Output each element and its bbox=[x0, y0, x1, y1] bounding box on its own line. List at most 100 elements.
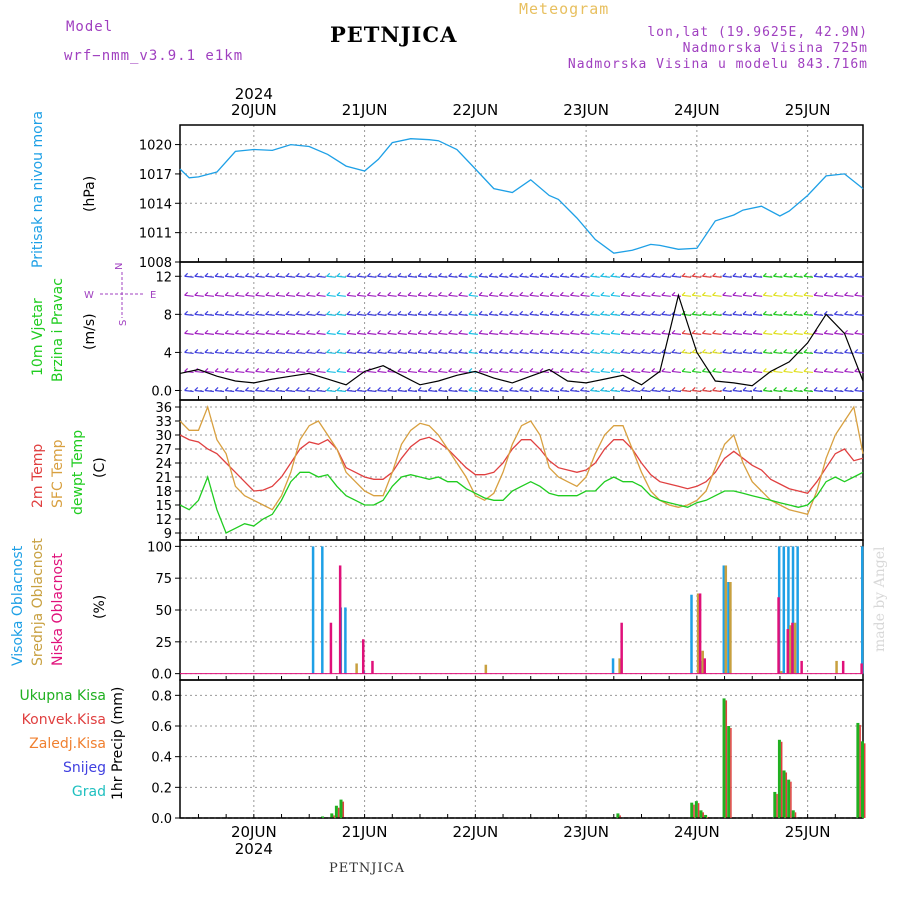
wind-arrow-head bbox=[498, 348, 503, 353]
wind-arrow bbox=[326, 370, 336, 374]
ytick-label-2-6: 27 bbox=[155, 443, 172, 458]
precip-bar-10 bbox=[727, 726, 731, 818]
wind-arrow bbox=[418, 370, 428, 374]
wind-arrow bbox=[194, 389, 204, 393]
altitude: Nadmorska Visina 725m bbox=[682, 41, 868, 56]
wind-arrow-head bbox=[509, 387, 513, 391]
wind-arrow bbox=[397, 332, 407, 335]
wind-arrow bbox=[621, 294, 631, 297]
wind-arrow-head bbox=[265, 310, 270, 315]
wind-arrow bbox=[844, 275, 854, 278]
wind-arrow-head bbox=[569, 368, 574, 372]
wind-arrow bbox=[631, 294, 641, 297]
wind-arrow bbox=[722, 275, 732, 278]
wind-arrow bbox=[336, 389, 346, 393]
wind-arrow bbox=[296, 351, 306, 355]
wind-arrow bbox=[722, 294, 732, 297]
wind-arrow-head bbox=[722, 272, 727, 277]
legend-zaledj: Zaledj.Kisa bbox=[29, 736, 106, 752]
precip-conv-bar-14 bbox=[790, 781, 792, 818]
wind-arrow bbox=[641, 332, 651, 335]
wind-arrow bbox=[661, 389, 671, 393]
wind-arrow bbox=[326, 389, 336, 393]
wind-arrow-head bbox=[498, 291, 503, 296]
wind-arrow bbox=[397, 275, 407, 278]
wind-arrow-head bbox=[458, 329, 463, 334]
wind-arrow-head bbox=[387, 387, 392, 391]
wind-arrow-head bbox=[610, 291, 615, 296]
wind-arrow-head bbox=[346, 310, 351, 315]
wind-arrow bbox=[275, 332, 286, 335]
wind-arrow-head bbox=[265, 348, 270, 353]
wind-arrow-head bbox=[844, 387, 848, 391]
wind-arrow-head bbox=[854, 348, 859, 353]
wind-arrow bbox=[803, 332, 813, 335]
wind-arrow-head bbox=[255, 329, 260, 334]
wind-arrow-head bbox=[732, 368, 737, 372]
wind-arrow-head bbox=[671, 291, 676, 296]
wind-arrow bbox=[407, 275, 418, 278]
wind-arrow-head bbox=[245, 310, 249, 315]
wind-arrow bbox=[682, 313, 692, 316]
wind-arrow-head bbox=[224, 291, 229, 296]
wind-arrow bbox=[834, 332, 844, 335]
wind-arrow bbox=[580, 370, 590, 374]
wind-arrow bbox=[763, 313, 773, 316]
wind-arrow-head bbox=[448, 272, 453, 277]
wind-arrow-head bbox=[509, 310, 513, 315]
wind-arrow-head bbox=[732, 272, 737, 277]
wind-arrow bbox=[529, 332, 539, 335]
wind-arrow-head bbox=[580, 291, 584, 296]
wind-arrow bbox=[702, 389, 712, 393]
wind-arrow bbox=[489, 332, 499, 335]
wind-arrow bbox=[225, 275, 235, 278]
wind-arrow bbox=[489, 370, 499, 374]
wind-arrow bbox=[844, 389, 854, 393]
wind-arrow-head bbox=[509, 348, 513, 353]
wind-arrow-head bbox=[783, 368, 788, 372]
wind-arrow-head bbox=[549, 310, 554, 315]
ytick-label-0-1: 1011 bbox=[139, 227, 172, 242]
wind-arrow bbox=[793, 275, 803, 278]
wind-arrow bbox=[682, 294, 692, 297]
wind-arrow bbox=[438, 370, 448, 374]
wind-arrow-head bbox=[691, 310, 696, 315]
wind-arrow-head bbox=[539, 272, 544, 277]
wind-arrow-head bbox=[681, 291, 686, 296]
page-subtitle: Meteogram bbox=[519, 0, 610, 18]
cloud-bar-2-6 bbox=[703, 658, 706, 674]
wind-arrow bbox=[286, 294, 296, 297]
wind-arrow-head bbox=[823, 272, 828, 277]
wind-arrow-head bbox=[458, 272, 463, 277]
wind-arrow bbox=[215, 370, 225, 374]
compass-n: N bbox=[114, 263, 125, 270]
wind-arrow-head bbox=[255, 387, 260, 391]
wind-arrow bbox=[478, 332, 489, 335]
wind-arrow bbox=[712, 313, 722, 316]
cloud-bar-2-8 bbox=[786, 629, 790, 674]
wind-arrow-head bbox=[468, 272, 473, 277]
wind-arrow bbox=[204, 351, 214, 355]
wind-arrow bbox=[570, 313, 580, 316]
wind-arrow-head bbox=[275, 348, 280, 353]
wind-arrow bbox=[184, 351, 194, 355]
wind-arrow bbox=[600, 389, 610, 393]
wind-arrow bbox=[489, 389, 499, 393]
wind-arrow bbox=[235, 313, 245, 316]
wind-arrow-head bbox=[671, 272, 676, 277]
wind-arrow bbox=[326, 275, 336, 278]
wind-arrow-head bbox=[539, 348, 544, 353]
wind-arrow bbox=[418, 294, 428, 297]
wind-arrow-head bbox=[488, 329, 493, 334]
wind-arrow-head bbox=[600, 368, 605, 372]
footer-title: PETNJICA bbox=[329, 861, 405, 876]
precip-conv-bar-9 bbox=[725, 700, 728, 818]
wind-arrow-head bbox=[417, 329, 422, 334]
cloud-bar-0-3 bbox=[344, 607, 347, 674]
wind-arrow-head bbox=[722, 368, 727, 372]
wind-arrow-head bbox=[813, 348, 818, 353]
wind-arrow bbox=[671, 351, 682, 355]
wind-arrow bbox=[773, 332, 783, 335]
wind-arrow-head bbox=[529, 329, 534, 334]
